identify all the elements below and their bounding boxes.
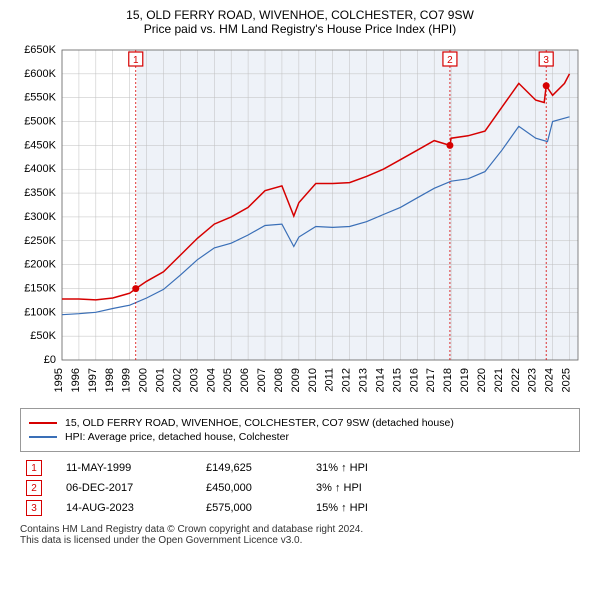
sale-row: 1 11-MAY-1999£149,62531% ↑ HPI <box>20 460 580 476</box>
svg-text:2000: 2000 <box>138 368 150 392</box>
legend-label: 15, OLD FERRY ROAD, WIVENHOE, COLCHESTER… <box>65 417 454 429</box>
sale-marker-box: 3 <box>26 500 42 516</box>
svg-text:1996: 1996 <box>70 368 82 392</box>
sale-row: 3 14-AUG-2023£575,00015% ↑ HPI <box>20 500 580 516</box>
sale-row: 2 06-DEC-2017£450,0003% ↑ HPI <box>20 480 580 496</box>
svg-text:2014: 2014 <box>374 368 386 392</box>
svg-text:2016: 2016 <box>408 368 420 392</box>
sale-diff: 3% ↑ HPI <box>316 482 436 494</box>
svg-text:2007: 2007 <box>256 368 268 392</box>
svg-text:£400K: £400K <box>24 163 56 175</box>
svg-text:2020: 2020 <box>476 368 488 392</box>
svg-text:£200K: £200K <box>24 259 56 271</box>
sale-price: £450,000 <box>206 482 316 494</box>
svg-text:2: 2 <box>447 55 453 66</box>
svg-text:£50K: £50K <box>30 330 56 342</box>
svg-text:£600K: £600K <box>24 68 56 80</box>
svg-text:2012: 2012 <box>341 368 353 392</box>
legend-label: HPI: Average price, detached house, Colc… <box>65 431 289 443</box>
svg-text:2024: 2024 <box>544 368 556 392</box>
svg-text:2019: 2019 <box>459 368 471 392</box>
svg-text:2025: 2025 <box>561 368 573 392</box>
legend-item: HPI: Average price, detached house, Colc… <box>29 431 571 443</box>
sale-marker-box: 1 <box>26 460 42 476</box>
svg-text:2003: 2003 <box>188 368 200 392</box>
svg-text:£550K: £550K <box>24 92 56 104</box>
svg-text:£500K: £500K <box>24 116 56 128</box>
sale-price: £149,625 <box>206 462 316 474</box>
svg-text:2001: 2001 <box>155 368 167 392</box>
chart-container: 15, OLD FERRY ROAD, WIVENHOE, COLCHESTER… <box>0 0 600 552</box>
svg-text:£350K: £350K <box>24 187 56 199</box>
svg-text:2013: 2013 <box>358 368 370 392</box>
svg-text:2011: 2011 <box>324 368 336 392</box>
svg-text:1998: 1998 <box>104 368 116 392</box>
svg-text:£100K: £100K <box>24 306 56 318</box>
chart-svg: £0 £50K £100K £150K £200K £250K £300K £350K £400… <box>10 42 590 402</box>
svg-text:£250K: £250K <box>24 235 56 247</box>
title-main: 15, OLD FERRY ROAD, WIVENHOE, COLCHESTER… <box>10 8 590 22</box>
svg-text:1: 1 <box>133 55 139 66</box>
legend-box: 15, OLD FERRY ROAD, WIVENHOE, COLCHESTER… <box>20 408 580 452</box>
svg-text:£650K: £650K <box>24 44 56 56</box>
svg-text:2022: 2022 <box>510 368 522 392</box>
sale-date: 06-DEC-2017 <box>66 482 206 494</box>
legend-swatch <box>29 422 57 424</box>
footer: Contains HM Land Registry data © Crown c… <box>20 524 580 546</box>
svg-text:2008: 2008 <box>273 368 285 392</box>
svg-text:1999: 1999 <box>121 368 133 392</box>
svg-text:£150K: £150K <box>24 282 56 294</box>
svg-text:1997: 1997 <box>87 368 99 392</box>
chart-area: £0 £50K £100K £150K £200K £250K £300K £350K £400… <box>10 42 590 402</box>
svg-text:2002: 2002 <box>171 368 183 392</box>
svg-text:£450K: £450K <box>24 139 56 151</box>
svg-text:2004: 2004 <box>205 368 217 392</box>
svg-text:2021: 2021 <box>493 368 505 392</box>
svg-text:2009: 2009 <box>290 368 302 392</box>
title-sub: Price paid vs. HM Land Registry's House … <box>10 22 590 36</box>
svg-text:2010: 2010 <box>307 368 319 392</box>
sales-table: 1 11-MAY-1999£149,62531% ↑ HPI 2 06-DEC-201… <box>20 460 580 516</box>
svg-text:2023: 2023 <box>527 368 539 392</box>
svg-text:3: 3 <box>543 55 549 66</box>
svg-text:2006: 2006 <box>239 368 251 392</box>
sale-marker-box: 2 <box>26 480 42 496</box>
legend-item: 15, OLD FERRY ROAD, WIVENHOE, COLCHESTER… <box>29 417 571 429</box>
legend-swatch <box>29 436 57 438</box>
sale-diff: 31% ↑ HPI <box>316 462 436 474</box>
svg-text:2005: 2005 <box>222 368 234 392</box>
chart-titles: 15, OLD FERRY ROAD, WIVENHOE, COLCHESTER… <box>10 8 590 36</box>
sale-diff: 15% ↑ HPI <box>316 502 436 514</box>
sale-price: £575,000 <box>206 502 316 514</box>
footer-line-2: This data is licensed under the Open Gov… <box>20 535 580 546</box>
footer-line-1: Contains HM Land Registry data © Crown c… <box>20 524 580 535</box>
svg-text:2017: 2017 <box>425 368 437 392</box>
sale-date: 14-AUG-2023 <box>66 502 206 514</box>
svg-text:1995: 1995 <box>53 368 65 392</box>
svg-text:£0: £0 <box>44 354 56 366</box>
svg-text:2018: 2018 <box>442 368 454 392</box>
sale-date: 11-MAY-1999 <box>66 462 206 474</box>
svg-text:£300K: £300K <box>24 211 56 223</box>
svg-text:2015: 2015 <box>391 368 403 392</box>
